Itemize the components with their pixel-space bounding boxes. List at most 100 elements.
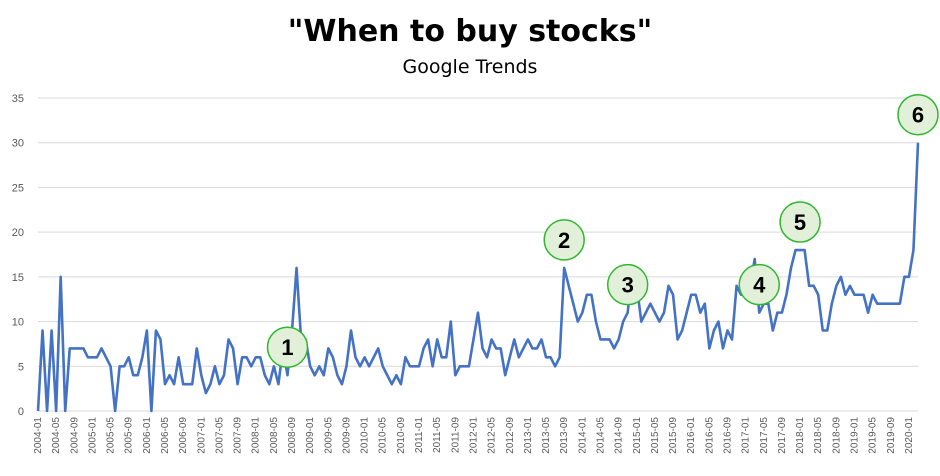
data-point [912,249,914,251]
data-point [794,249,796,251]
data-point [463,365,465,367]
data-point [223,374,225,376]
x-tick-label: 2013-09 [559,417,570,454]
x-tick-label: 2007-05 [214,417,225,454]
y-tick-label: 5 [18,361,24,373]
data-point [563,267,565,269]
data-point [391,383,393,385]
data-point [799,249,801,251]
data-point [445,356,447,358]
data-point [899,302,901,304]
data-point [454,374,456,376]
data-point [590,294,592,296]
data-point [822,329,824,331]
data-point [372,356,374,358]
data-point [250,365,252,367]
data-point [726,329,728,331]
x-tick-label: 2014-09 [614,417,625,454]
data-point [200,374,202,376]
data-point [704,302,706,304]
data-point [422,347,424,349]
x-tick-label: 2009-05 [323,417,334,454]
x-tick-label: 2004-01 [33,417,44,454]
x-tick-label: 2020-01 [904,417,915,454]
y-tick-label: 25 [12,182,24,194]
data-point [159,338,161,340]
x-tick-label: 2006-01 [142,417,153,454]
data-point [450,320,452,322]
x-tick-label: 2007-01 [196,417,207,454]
data-point [73,347,75,349]
data-point [844,294,846,296]
data-point [128,356,130,358]
data-point [377,347,379,349]
data-point [273,365,275,367]
data-point [78,347,80,349]
data-point [268,383,270,385]
data-point [613,347,615,349]
data-point [309,365,311,367]
data-point [96,356,98,358]
data-point [168,374,170,376]
data-point [259,356,261,358]
data-point [363,356,365,358]
data-point [182,383,184,385]
data-point [214,365,216,367]
x-tick-label: 2015-09 [668,417,679,454]
data-point [754,258,756,260]
x-tick-label: 2019-09 [886,417,897,454]
data-point [336,374,338,376]
x-tick-label: 2013-05 [541,417,552,454]
annotation-label-5: 5 [794,210,806,235]
x-tick-label: 2008-05 [269,417,280,454]
data-point [359,365,361,367]
data-point [649,302,651,304]
x-tick-label: 2009-01 [305,417,316,454]
data-point [327,347,329,349]
y-tick-label: 20 [12,227,24,239]
data-point [164,383,166,385]
y-tick-label: 30 [12,138,24,150]
data-point [672,294,674,296]
data-point [722,347,724,349]
data-point [812,285,814,287]
x-tick-label: 2018-09 [831,417,842,454]
data-point [599,338,601,340]
series-line [36,142,920,413]
x-tick-label: 2018-05 [813,417,824,454]
x-tick-label: 2011-01 [414,417,425,453]
data-point [227,338,229,340]
data-point [622,320,624,322]
data-point [735,285,737,287]
data-point [509,356,511,358]
data-point [853,294,855,296]
annotation-label-4: 4 [753,273,766,298]
y-tick-label: 35 [12,93,24,105]
data-point [549,356,551,358]
data-point [554,365,556,367]
data-point [685,311,687,313]
data-point [91,356,93,358]
data-point [713,329,715,331]
annotation-label-6: 6 [912,103,924,128]
data-point [577,320,579,322]
data-point [894,302,896,304]
data-point [404,356,406,358]
data-point [617,338,619,340]
annotation-marker-2 [543,219,585,261]
annotation-marker-6 [897,93,939,136]
x-tick-label: 2005-01 [87,417,98,454]
annotation-marker-5 [779,201,821,243]
data-point [186,383,188,385]
x-tick-label: 2008-01 [251,417,262,454]
data-point [341,383,343,385]
annotation-label-3: 3 [622,273,634,298]
data-point [41,329,43,331]
x-tick-label: 2004-09 [69,417,80,454]
data-point [826,329,828,331]
data-point [776,311,778,313]
data-point [772,329,774,331]
data-point [368,365,370,367]
data-point [114,410,116,412]
